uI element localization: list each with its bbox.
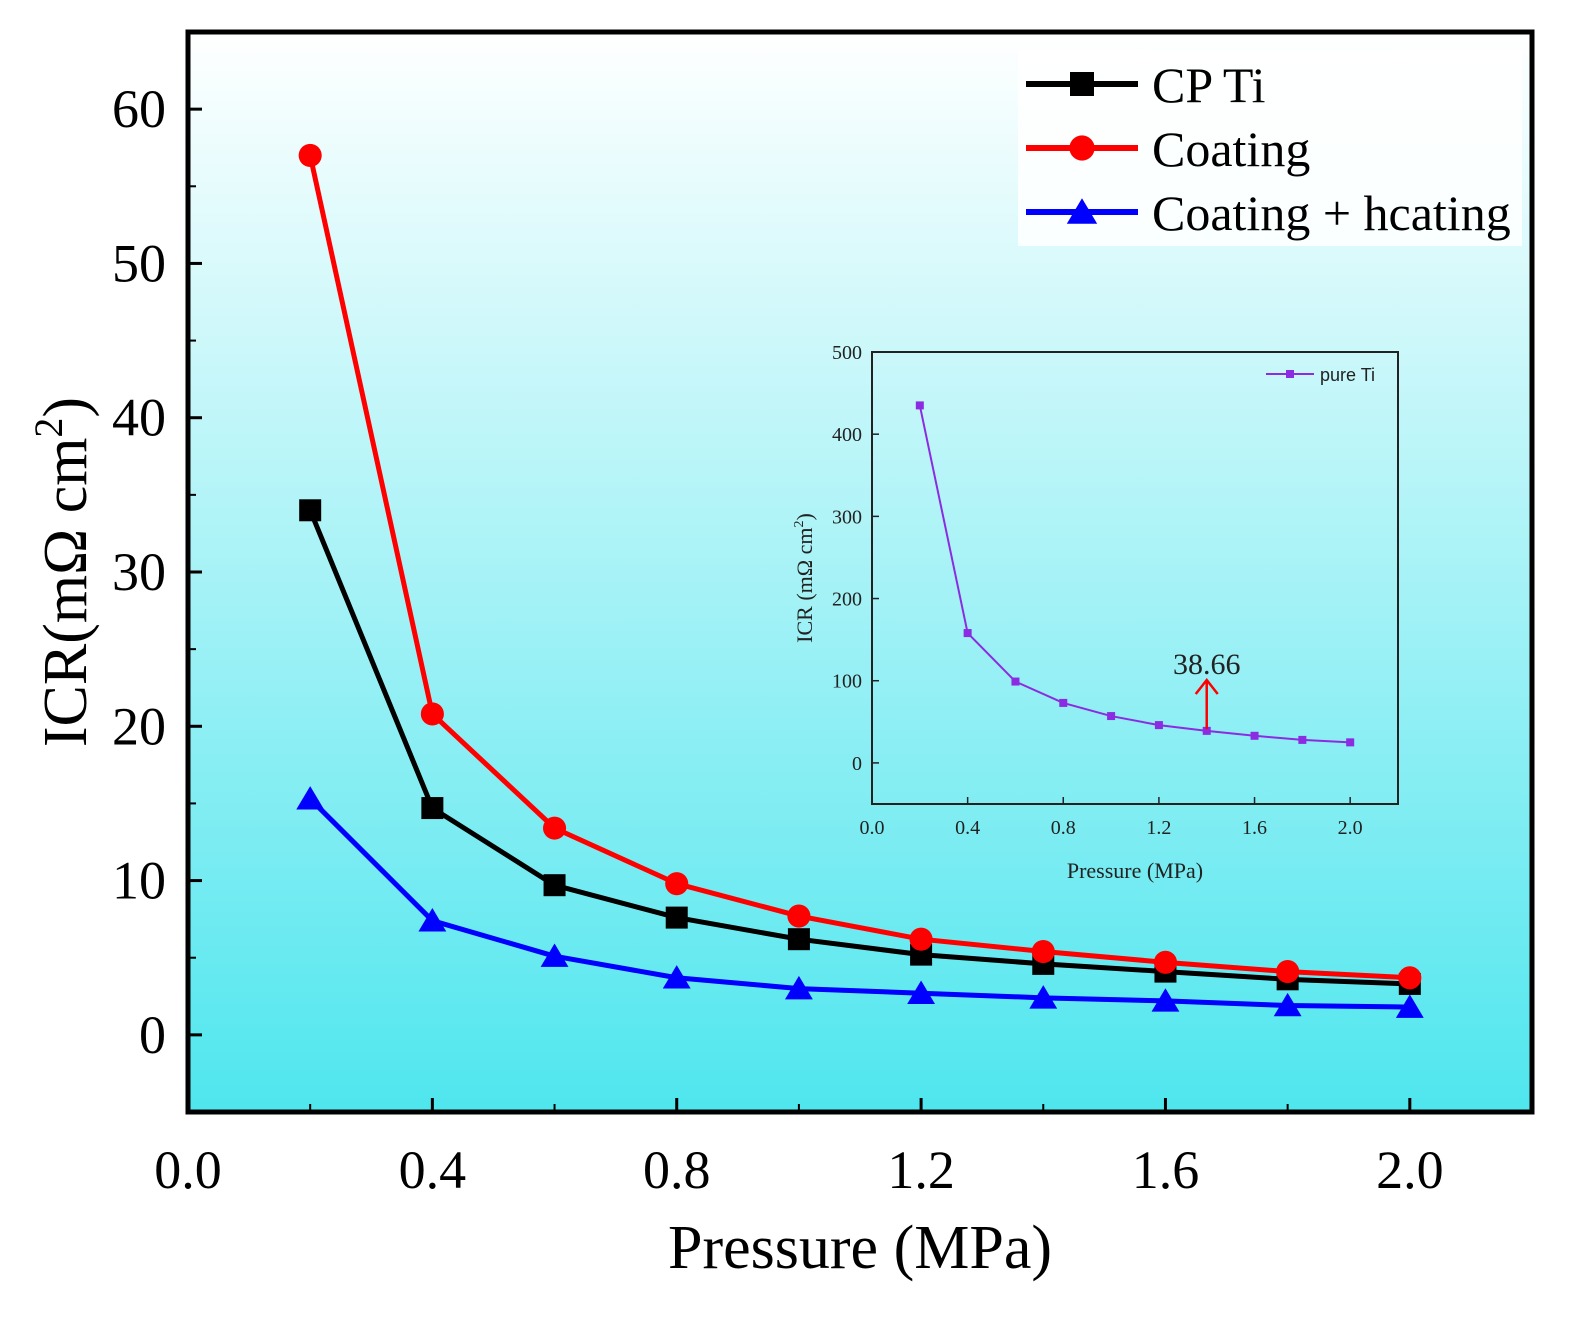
- y-tick-label: 0: [139, 1005, 166, 1065]
- inset-series-point: [1346, 738, 1355, 747]
- series-1-point: [1276, 960, 1300, 984]
- y-axis-label-sup: 2: [26, 418, 71, 438]
- inset-legend-label: pure Ti: [1320, 365, 1375, 385]
- main-plot: 0.0 0.4 0.8 1.2 1.6 2.00102030405060Pressure …: [26, 50, 1533, 1282]
- inset-series-point: [915, 401, 924, 410]
- y-tick-label: 20: [112, 696, 166, 756]
- inset-annotation-label: 38.66: [1173, 648, 1241, 681]
- main-legend: CP Ti Coating Coating + hcating: [1018, 50, 1522, 246]
- y-axis-label-suffix: ): [32, 397, 100, 418]
- series-1-point: [420, 702, 444, 726]
- y-tick-label: 50: [112, 233, 166, 293]
- series-1-point: [1398, 966, 1422, 990]
- y-tick-label: 40: [112, 388, 166, 448]
- inset-y-tick-label: 100: [832, 671, 862, 693]
- series-0-point: [299, 499, 322, 522]
- legend-marker-2: [1066, 198, 1098, 224]
- series-2-point: [907, 980, 936, 1004]
- x-axis-label: Pressure (MPa): [668, 1214, 1052, 1282]
- legend-marker-0: [1070, 72, 1094, 96]
- series-2-point: [662, 965, 691, 989]
- y-axis-label-prefix: ICR(mΩ cm: [32, 438, 100, 748]
- series-0-point: [665, 906, 688, 929]
- series-1-point: [1031, 939, 1055, 964]
- legend-label-2: Coating + hcating: [1152, 185, 1511, 241]
- inset-series-point: [1202, 726, 1211, 735]
- series-2-point: [1029, 985, 1058, 1009]
- legend-label-0: CP Ti: [1152, 57, 1266, 113]
- y-tick-label: 60: [112, 79, 166, 139]
- series-0-point: [421, 797, 444, 820]
- x-tick-label: 1.6: [1132, 1140, 1200, 1200]
- x-tick-label: 1.2: [887, 1140, 955, 1200]
- inset-series-point: [1250, 731, 1259, 740]
- inset-y-tick-label: 300: [832, 506, 862, 528]
- series-1-point: [909, 927, 933, 951]
- inset-series-point: [1107, 712, 1116, 721]
- inset-y-axis-label-sup: 2: [792, 520, 807, 527]
- series-2-point: [1395, 994, 1424, 1018]
- inset-series-point: [1154, 721, 1163, 730]
- inset-y-tick-label: 0: [852, 753, 862, 775]
- series-1-point: [665, 872, 689, 896]
- x-tick-label: 0.4: [399, 1140, 467, 1200]
- series-2-point: [1273, 992, 1302, 1017]
- legend-label-1: Coating: [1152, 121, 1310, 177]
- series-2-point: [784, 975, 813, 1000]
- inset-plot: 0.0 0.4 0.8 1.2 1.6 2.0 0 100 200 300 400 500 Pressu…: [792, 342, 1399, 883]
- y-axis-label: ICR(mΩ cm2): [26, 397, 100, 747]
- series-2-point: [540, 943, 569, 967]
- series-1-point: [298, 143, 322, 167]
- inset-x-tick-label: 1.6: [1242, 817, 1267, 839]
- inset-y-tick-label: 400: [832, 424, 862, 446]
- series-2-point: [418, 908, 447, 932]
- series-0-point: [543, 874, 566, 897]
- inset-x-tick-label: 0.8: [1051, 817, 1076, 839]
- series-line-2: [308, 797, 1410, 1010]
- inset-y-tick-label: 500: [832, 342, 862, 364]
- series-line-0: [307, 509, 1410, 987]
- inset-y-axis-label-suffix: ): [792, 513, 817, 520]
- series-0-point: [787, 928, 810, 951]
- y-tick-label: 30: [112, 542, 166, 602]
- inset-x-tick-label: 2.0: [1338, 817, 1363, 839]
- series-1-point: [787, 904, 811, 928]
- inset-series-point: [1011, 677, 1020, 686]
- inset-series-point: [1059, 698, 1068, 707]
- x-tick-label: 0.8: [643, 1140, 711, 1200]
- series-2-point: [1151, 988, 1180, 1012]
- inset-x-axis-label: Pressure (MPa): [1067, 858, 1203, 883]
- series-1-point: [542, 816, 567, 840]
- inset-x-tick-label: 0.4: [955, 817, 980, 839]
- inset-y-tick-label: 200: [832, 589, 862, 611]
- main-plot-frame: [185, 29, 1535, 1115]
- series-2-point: [296, 786, 325, 810]
- y-tick-label: 10: [112, 851, 166, 911]
- inset-x-tick-label: 1.2: [1146, 817, 1171, 839]
- inset-series-point: [963, 629, 972, 638]
- x-tick-label: 2.0: [1376, 1140, 1444, 1200]
- inset-y-axis-label: ICR (mΩ cm2): [792, 513, 817, 643]
- series-1-point: [1153, 950, 1178, 974]
- inset-series-point: [1298, 735, 1307, 744]
- inset-series-line: [918, 405, 1351, 744]
- inset-legend-marker: [1286, 370, 1294, 378]
- legend-marker-1: [1069, 135, 1095, 161]
- inset-frame: [871, 351, 1399, 805]
- series-line-1: [307, 154, 1410, 981]
- x-tick-label: 0.0: [154, 1140, 222, 1200]
- inset-y-axis-label-prefix: ICR (mΩ cm: [792, 527, 817, 642]
- inset-x-tick-label: 0.0: [860, 817, 885, 839]
- inset-annotation-arrow-head: [1194, 677, 1219, 695]
